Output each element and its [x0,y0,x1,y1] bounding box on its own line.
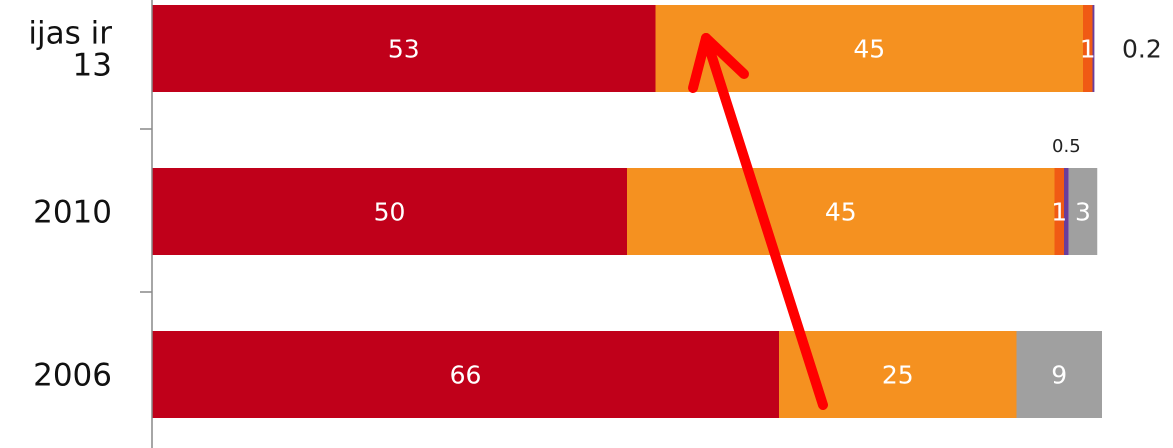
data-label: 45 [825,198,857,227]
bar-segment [1064,168,1069,255]
annotation-arrow [688,33,828,410]
bar-segment [152,5,656,92]
bar-segment [1054,168,1064,255]
category-label: 2006 [33,358,112,394]
bar-segment [655,5,1083,92]
bars [152,5,1102,418]
data-label: 25 [882,361,914,390]
arrow-shaft [701,33,828,410]
bar-segment [1068,168,1098,255]
bar-segment [1083,5,1093,92]
data-label: 50 [374,198,406,227]
category-labels: ijas ir 13 2010 2006 [28,16,112,394]
data-label: 9 [1051,361,1067,390]
category-label: 2010 [33,195,112,231]
bar-segment [152,331,779,418]
value-labels: 53 45 1 0.2 50 45 1 0.5 3 66 25 9 [374,35,1162,390]
data-label: 0.2 [1122,35,1162,64]
data-label: 1 [1080,35,1096,64]
data-label: 53 [388,35,420,64]
bar-segment [627,168,1055,255]
bar-segment [1092,5,1095,92]
data-label: 45 [853,35,885,64]
bar-segment [152,168,627,255]
data-label: 0.5 [1052,136,1081,157]
category-label: ijas ir 13 [28,16,112,84]
arrow-head [688,33,749,93]
data-label: 3 [1075,198,1091,227]
data-label: 66 [450,361,482,390]
data-label: 1 [1051,198,1067,227]
bar-segment [1016,331,1102,418]
